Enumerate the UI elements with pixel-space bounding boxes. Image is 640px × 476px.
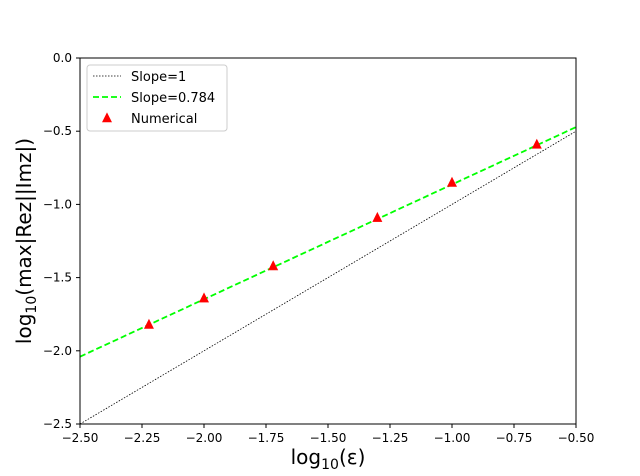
numerical-point — [531, 138, 542, 149]
x-tick-label: −0.75 — [496, 431, 533, 445]
x-tick-label: −1.50 — [310, 431, 347, 445]
numerical-point — [268, 260, 279, 271]
y-tick-label: −0.5 — [43, 124, 72, 138]
legend-label-slope-0784: Slope=0.784 — [131, 91, 215, 106]
x-tick-label: −0.50 — [558, 431, 595, 445]
y-tick-label: −1.5 — [43, 271, 72, 285]
legend-label-numerical: Numerical — [131, 112, 197, 127]
y-tick-label: −2.5 — [43, 417, 72, 431]
y-axis-label: log10(max|Rez||Imz|) — [12, 138, 40, 344]
numerical-point — [143, 318, 154, 329]
series-line-slope-0784 — [79, 126, 577, 358]
x-tick-label: −2.00 — [186, 431, 223, 445]
x-tick-label: −2.50 — [62, 431, 99, 445]
y-axis-ticks: −2.5 −2.0 −1.5 −1.0 −0.5 0.0 — [43, 51, 80, 431]
legend-label-slope-1: Slope=1 — [131, 70, 186, 85]
x-tick-label: −1.75 — [248, 431, 285, 445]
numerical-point — [372, 211, 383, 222]
y-tick-label: −2.0 — [43, 344, 72, 358]
series-layer — [79, 126, 577, 425]
x-axis-label: log10(ε) — [291, 445, 366, 473]
x-tick-label: −2.25 — [124, 431, 161, 445]
legend-swatch-numerical — [102, 112, 112, 123]
x-tick-label: −1.25 — [372, 431, 409, 445]
numerical-point — [199, 292, 209, 303]
legend: Slope=1 Slope=0.784 Numerical — [86, 64, 228, 132]
y-tick-label: −1.0 — [43, 197, 72, 211]
numerical-point — [447, 176, 457, 187]
x-tick-label: −1.00 — [434, 431, 471, 445]
legend-box — [86, 64, 228, 132]
x-axis-ticks: −2.50 −2.25 −2.00 −1.75 −1.50 −1.25 −1.00 −0.75… — [62, 424, 595, 445]
y-tick-label: 0.0 — [53, 51, 72, 65]
